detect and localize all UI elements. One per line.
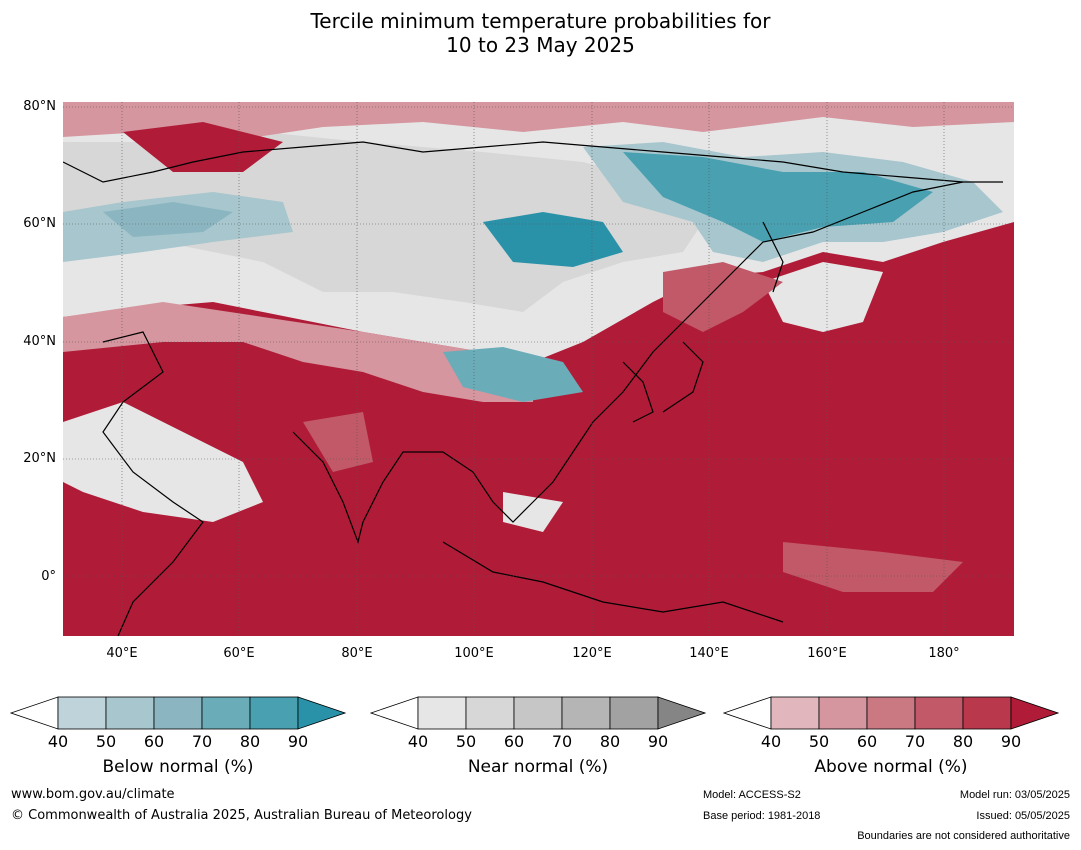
cbar-below-swatch-4 xyxy=(201,696,251,730)
cbar-near-swatch-1 xyxy=(417,696,467,730)
cbar-below-swatch-5 xyxy=(249,696,299,730)
cbar-above-swatch-3 xyxy=(866,696,916,730)
lon-label-180: 180° xyxy=(928,646,960,661)
footer-model: Model: ACCESS-S2 xyxy=(703,789,801,801)
cbar-near-tick-90: 90 xyxy=(647,732,669,751)
map-svg xyxy=(63,102,1014,636)
above-normal-pacific xyxy=(783,542,963,592)
cbar-near-swatch-2 xyxy=(465,696,515,730)
above-normal-manchuria xyxy=(663,262,783,332)
near-normal-arabia xyxy=(63,402,263,522)
lon-label-40e: 40°E xyxy=(106,646,138,661)
lon-label-80e: 80°E xyxy=(341,646,373,661)
maritime-continent-coast xyxy=(442,541,784,623)
cbar-near-tick-60: 60 xyxy=(503,732,525,751)
above-normal-india-transitional xyxy=(303,412,373,472)
cbar-above-tick-40: 40 xyxy=(760,732,782,751)
map-title: Tercile minimum temperature probabilitie… xyxy=(0,9,1081,57)
lat-label-60n: 60°N xyxy=(23,216,56,231)
colorbar-below-svg xyxy=(9,696,347,730)
footer-model-run: Model run: 03/05/2025 xyxy=(959,789,1070,801)
lon-label-120e: 120°E xyxy=(572,646,612,661)
lon-label-160e: 160°E xyxy=(807,646,847,661)
cbar-near-swatch-5 xyxy=(609,696,659,730)
cbar-below-tick-70: 70 xyxy=(191,732,213,751)
lat-label-0: 0° xyxy=(41,569,56,584)
cbar-below-swatch-1 xyxy=(57,696,107,730)
footer-base-period: Base period: 1981-2018 xyxy=(703,810,821,822)
colorbar-near-normal: 40 50 60 70 80 90 Near normal (%) xyxy=(369,696,707,806)
lon-label-140e: 140°E xyxy=(689,646,729,661)
cbar-above-title: Above normal (%) xyxy=(814,757,968,777)
cbar-above-swatch-6 xyxy=(1010,696,1060,730)
title-line-2: 10 to 23 May 2025 xyxy=(446,33,635,57)
probability-map xyxy=(63,102,1014,636)
korea-coast xyxy=(622,361,654,423)
below-normal-mongolia xyxy=(443,347,583,402)
cbar-above-tick-60: 60 xyxy=(856,732,878,751)
cbar-below-tick-40: 40 xyxy=(47,732,69,751)
cbar-near-swatch-3 xyxy=(513,696,563,730)
above-normal-arctic xyxy=(63,102,1014,142)
japan-coast xyxy=(662,341,704,413)
cbar-below-swatch-0 xyxy=(9,696,59,730)
cbar-below-tick-60: 60 xyxy=(143,732,165,751)
title-line-1: Tercile minimum temperature probabilitie… xyxy=(310,9,771,33)
cbar-above-swatch-1 xyxy=(770,696,820,730)
cbar-below-swatch-3 xyxy=(153,696,203,730)
cbar-above-tick-70: 70 xyxy=(904,732,926,751)
cbar-below-tick-50: 50 xyxy=(95,732,117,751)
colorbar-below-normal: 40 50 60 70 80 90 Below normal (%) xyxy=(9,696,347,806)
cbar-above-tick-90: 90 xyxy=(1000,732,1022,751)
near-normal-kamchatka xyxy=(763,262,883,332)
above-normal-weak-central-asia xyxy=(63,302,533,402)
footer-website: www.bom.gov.au/climate xyxy=(11,787,175,802)
cbar-above-tick-50: 50 xyxy=(808,732,830,751)
above-normal-scandinavia xyxy=(123,122,283,172)
footer-copyright: © Commonwealth of Australia 2025, Austra… xyxy=(11,808,472,823)
cbar-near-tick-70: 70 xyxy=(551,732,573,751)
kamchatka-coast xyxy=(762,221,784,293)
cbar-below-tick-90: 90 xyxy=(287,732,309,751)
lat-label-40n: 40°N xyxy=(23,334,56,349)
lon-label-100e: 100°E xyxy=(454,646,494,661)
cbar-near-swatch-4 xyxy=(561,696,611,730)
colorbar-near-svg xyxy=(369,696,707,730)
cbar-above-tick-80: 80 xyxy=(952,732,974,751)
cbar-near-tick-80: 80 xyxy=(599,732,621,751)
cbar-below-tick-80: 80 xyxy=(239,732,261,751)
graticule xyxy=(63,102,1014,636)
cbar-near-tick-50: 50 xyxy=(455,732,477,751)
lat-label-20n: 20°N xyxy=(23,451,56,466)
lon-label-60e: 60°E xyxy=(223,646,255,661)
colorbar-above-svg xyxy=(722,696,1060,730)
cbar-above-swatch-2 xyxy=(818,696,868,730)
asia-coastline xyxy=(292,181,1003,545)
lat-label-80n: 80°N xyxy=(23,99,56,114)
cbar-above-swatch-0 xyxy=(722,696,772,730)
coastlines xyxy=(63,141,1003,636)
footer-issued: Issued: 05/05/2025 xyxy=(976,810,1070,822)
cbar-near-swatch-0 xyxy=(369,696,419,730)
footer-disclaimer: Boundaries are not considered authoritat… xyxy=(857,830,1070,842)
below-normal-west-core xyxy=(103,202,233,237)
cbar-below-swatch-6 xyxy=(297,696,347,730)
arctic-coastline xyxy=(63,141,964,183)
cbar-below-swatch-2 xyxy=(105,696,155,730)
cbar-near-tick-40: 40 xyxy=(407,732,429,751)
below-normal-baikal xyxy=(483,212,623,267)
cbar-near-swatch-6 xyxy=(657,696,707,730)
africa-arabia-coast xyxy=(102,331,204,636)
cbar-below-title: Below normal (%) xyxy=(102,757,254,777)
near-normal-indochina xyxy=(503,492,563,532)
below-normal-siberia-core xyxy=(623,152,933,242)
cbar-above-swatch-5 xyxy=(962,696,1012,730)
cbar-near-title: Near normal (%) xyxy=(467,757,609,777)
cbar-above-swatch-4 xyxy=(914,696,964,730)
near-normal-core xyxy=(63,132,703,312)
colorbar-above-normal: 40 50 60 70 80 90 Above normal (%) xyxy=(722,696,1060,806)
